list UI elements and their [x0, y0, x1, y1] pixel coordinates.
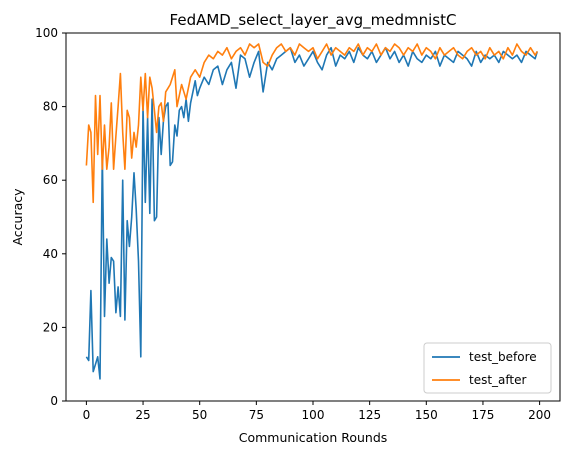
x-tick-label: 25	[135, 408, 150, 422]
x-tick-label: 50	[192, 408, 207, 422]
x-tick-label: 150	[415, 408, 438, 422]
x-axis-label: Communication Rounds	[239, 430, 388, 445]
y-axis-label: Accuracy	[10, 188, 25, 246]
x-tick-label: 0	[83, 408, 91, 422]
y-axis: 0 20 40 60 80 100	[35, 26, 66, 408]
x-axis: 0 25 50 75 100 125 150 175 200	[83, 401, 551, 422]
x-tick-label: 175	[472, 408, 495, 422]
y-tick-label: 100	[35, 26, 58, 40]
chart-title: FedAMD_select_layer_avg_medmnistC	[170, 11, 457, 30]
y-tick-label: 0	[50, 394, 58, 408]
x-tick-label: 125	[358, 408, 381, 422]
legend: test_before test_after	[423, 342, 552, 394]
legend-label-test-before: test_before	[469, 350, 537, 364]
series-line-test-before	[85, 46, 539, 380]
y-tick-label: 20	[43, 320, 58, 334]
x-tick-label: 100	[302, 408, 325, 422]
legend-label-test-after: test_after	[469, 373, 527, 387]
x-tick-label: 200	[528, 408, 551, 422]
x-tick-label: 75	[249, 408, 264, 422]
y-tick-label: 40	[43, 247, 58, 261]
y-tick-label: 80	[43, 100, 58, 114]
series-layer	[85, 43, 539, 380]
series-line-test-after	[85, 43, 538, 204]
y-tick-label: 60	[43, 173, 58, 187]
